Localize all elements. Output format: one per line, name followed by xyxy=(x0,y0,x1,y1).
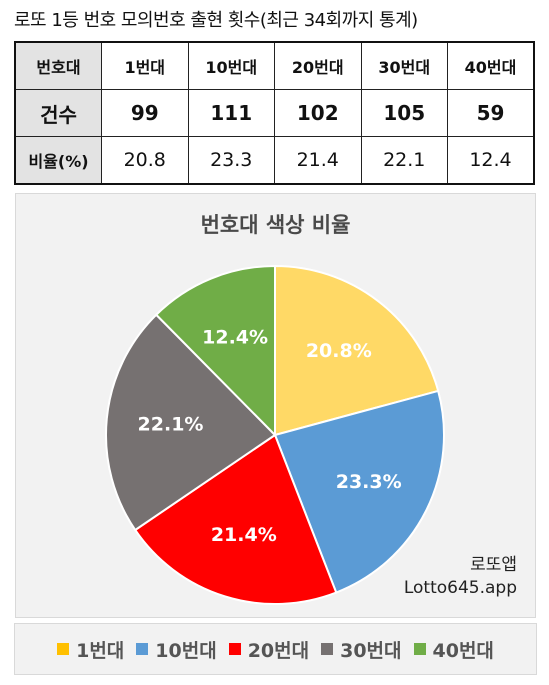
table-cell: 105 xyxy=(360,89,448,137)
table-cell: 102 xyxy=(274,89,362,137)
table-cell: 99 xyxy=(101,89,189,137)
legend-label: 40번대 xyxy=(432,639,494,662)
table-cell: 20.8 xyxy=(101,136,189,185)
legend-item: 1번대 xyxy=(57,636,124,663)
row-label: 건수 xyxy=(14,89,102,137)
chart-title: 번호대 색상 비율 xyxy=(200,213,351,237)
column-header: 20번대 xyxy=(274,41,362,90)
legend-item: 30번대 xyxy=(321,636,402,663)
legend-swatch xyxy=(57,643,70,655)
table-cell: 12.4 xyxy=(447,136,535,185)
legend-item: 40번대 xyxy=(413,636,494,663)
pie-data-label-4: 22.1% xyxy=(138,413,204,435)
watermark-korean: 로또앱 xyxy=(470,555,517,575)
table-cell: 22.1 xyxy=(360,136,448,185)
column-header: 10번대 xyxy=(187,41,275,90)
table-row: 건수 99 111 102 105 59 xyxy=(14,89,535,137)
legend-swatch xyxy=(413,643,426,655)
legend-item: 10번대 xyxy=(136,636,217,663)
legend-label: 30번대 xyxy=(340,639,402,662)
pie-data-label-1: 20.8% xyxy=(306,340,372,362)
legend-label: 20번대 xyxy=(247,639,310,662)
legend-label: 10번대 xyxy=(155,639,217,662)
table-row: 비율(%) 20.8 23.3 21.4 22.1 12.4 xyxy=(14,136,535,185)
stats-table: 번호대 1번대 10번대 20번대 30번대 40번대 건수 99 111 10… xyxy=(14,41,535,185)
column-header: 번호대 xyxy=(14,41,102,90)
legend-label: 1번대 xyxy=(76,639,125,662)
pie-data-label-3: 21.4% xyxy=(211,524,277,546)
pie-slice-3 xyxy=(133,433,338,605)
pie-data-label-2: 23.3% xyxy=(336,471,402,493)
legend-swatch xyxy=(136,643,149,655)
page-title: 로또 1등 번호 모의번호 출현 횟수(최근 34회까지 통계) xyxy=(14,10,418,31)
pie-chart: 20.8% 23.3% 21.4% 22.1% 12.4% xyxy=(105,264,445,605)
column-header: 1번대 xyxy=(101,41,189,90)
column-header: 40번대 xyxy=(447,41,535,90)
watermark-url: Lotto645.app xyxy=(403,578,517,598)
legend-swatch xyxy=(321,643,334,655)
pie-slice-5 xyxy=(154,264,276,438)
table-cell: 59 xyxy=(447,89,535,137)
chart-legend: 1번대 10번대 20번대 30번대 40번대 xyxy=(14,623,537,675)
pie-chart-panel: 20.8% 23.3% 21.4% 22.1% 12.4% 번호대 색상 비율 로또앱 … xyxy=(15,193,536,618)
row-label: 비율(%) xyxy=(14,136,102,185)
pie-slice-1 xyxy=(274,264,440,437)
table-cell: 111 xyxy=(187,89,275,137)
table-cell: 21.4 xyxy=(274,136,362,185)
table-cell: 23.3 xyxy=(187,136,275,185)
legend-swatch xyxy=(228,643,241,655)
table-header-row: 번호대 1번대 10번대 20번대 30번대 40번대 xyxy=(14,41,535,90)
pie-data-label-5: 12.4% xyxy=(202,326,268,348)
pie-slice-4 xyxy=(105,313,277,532)
column-header: 30번대 xyxy=(360,41,448,90)
legend-item: 20번대 xyxy=(228,636,310,663)
